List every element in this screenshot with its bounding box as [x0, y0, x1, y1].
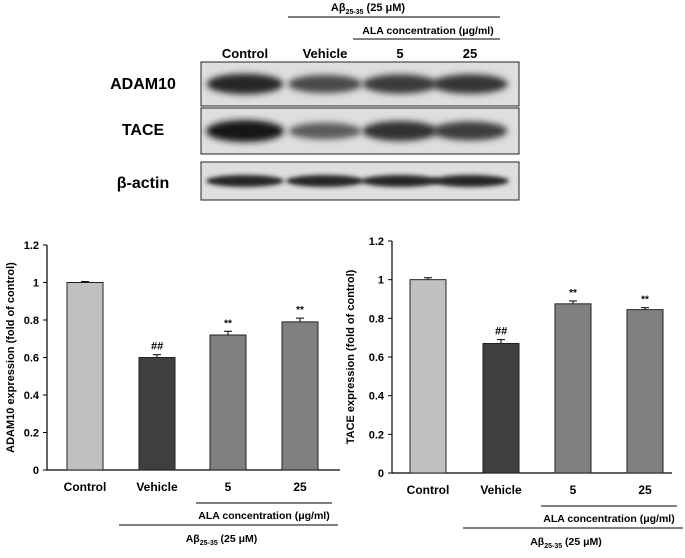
y-axis-title: TACE expression (fold of control) [345, 269, 357, 444]
blot-band [288, 122, 362, 140]
blot-band [362, 121, 438, 141]
blot-row: ADAM10 [110, 61, 520, 107]
x-tick-label: 5 [570, 483, 577, 497]
y-tick-label: 0.8 [369, 313, 384, 325]
blot-lane-label: 25 [463, 46, 477, 61]
abeta-group-label: Aβ25-35 (25 μM) [530, 536, 602, 550]
y-axis-title: ADAM10 expression (fold of control) [5, 262, 17, 453]
blot-abeta-rest: (25 μM) [364, 2, 406, 14]
blot-band [286, 175, 364, 187]
blot-band [432, 121, 508, 141]
significance-label: ## [495, 326, 508, 338]
y-tick-label: 0.8 [24, 315, 39, 327]
x-tick-label: Control [407, 483, 450, 497]
blot-row: TACE [122, 107, 520, 155]
blot-lane-label: Vehicle [303, 46, 348, 61]
significance-label: ## [151, 341, 164, 353]
y-tick-label: 0 [33, 465, 39, 477]
significance-label: ** [641, 295, 649, 306]
western-blot-panel: Aβ25-35 (25 μM) ALA concentration (μg/ml… [110, 2, 520, 201]
blot-row-label: TACE [122, 122, 165, 139]
blot-band [361, 175, 439, 187]
blot-ala-label: ALA concentration (μg/ml) [362, 25, 493, 37]
blot-band [432, 74, 508, 94]
significance-label: ** [569, 288, 577, 299]
blot-band [206, 175, 284, 187]
blot-band [362, 74, 438, 94]
adam10-bar-chart: 0 0.2 0.4 0.6 0.8 1 1.2 ADAM10 expression (fold… [5, 240, 340, 547]
x-tick-label: Control [64, 480, 107, 494]
blot-abeta-label: Aβ25-35 (25 μM) [331, 2, 405, 16]
blot-abeta-sub: 25-35 [346, 9, 364, 16]
y-tick-label: 0.2 [24, 428, 39, 440]
y-tick-label: 0.6 [369, 352, 384, 364]
blot-row-label: ADAM10 [110, 76, 176, 93]
blot-lane-label: Control [222, 46, 268, 61]
y-tick-label: 1.2 [369, 236, 384, 248]
bar [409, 279, 447, 474]
ala-group-label: ALA concentration (μg/ml) [543, 513, 674, 525]
bar [626, 309, 664, 474]
y-tick-label: 0.6 [24, 353, 39, 365]
bar [482, 342, 520, 474]
y-tick-label: 0.4 [369, 391, 385, 403]
blot-band [206, 120, 284, 142]
y-tick-label: 0.2 [369, 429, 384, 441]
bar [209, 334, 247, 471]
tace-bar-chart: 0 0.2 0.4 0.6 0.8 1 1.2 TACE expression (fold o… [345, 236, 683, 550]
significance-label: ** [224, 318, 232, 329]
blot-band [431, 175, 509, 187]
x-tick-label: 25 [293, 480, 307, 494]
blot-abeta-main: Aβ [331, 2, 346, 14]
bar [138, 357, 176, 471]
x-tick-label: 5 [225, 480, 232, 494]
y-tick-label: 1 [33, 278, 39, 290]
ala-group-label: ALA concentration (μg/ml) [198, 510, 329, 522]
bar [66, 282, 104, 471]
bar [281, 321, 319, 471]
significance-label: ** [296, 305, 304, 316]
blot-lane-label: 5 [396, 46, 403, 61]
blot-row: β-actin [117, 161, 520, 201]
x-tick-label: 25 [638, 483, 652, 497]
y-tick-label: 1 [378, 275, 384, 287]
y-tick-label: 1.2 [24, 240, 39, 252]
bar [554, 303, 592, 474]
blot-band [287, 74, 363, 94]
blot-band [206, 73, 284, 95]
blot-row-label: β-actin [117, 175, 169, 192]
x-tick-label: Vehicle [480, 483, 522, 497]
x-tick-label: Vehicle [136, 480, 178, 494]
abeta-group-label: Aβ25-35 (25 μM) [186, 533, 258, 547]
y-tick-label: 0.4 [24, 390, 40, 402]
y-tick-label: 0 [378, 468, 384, 480]
